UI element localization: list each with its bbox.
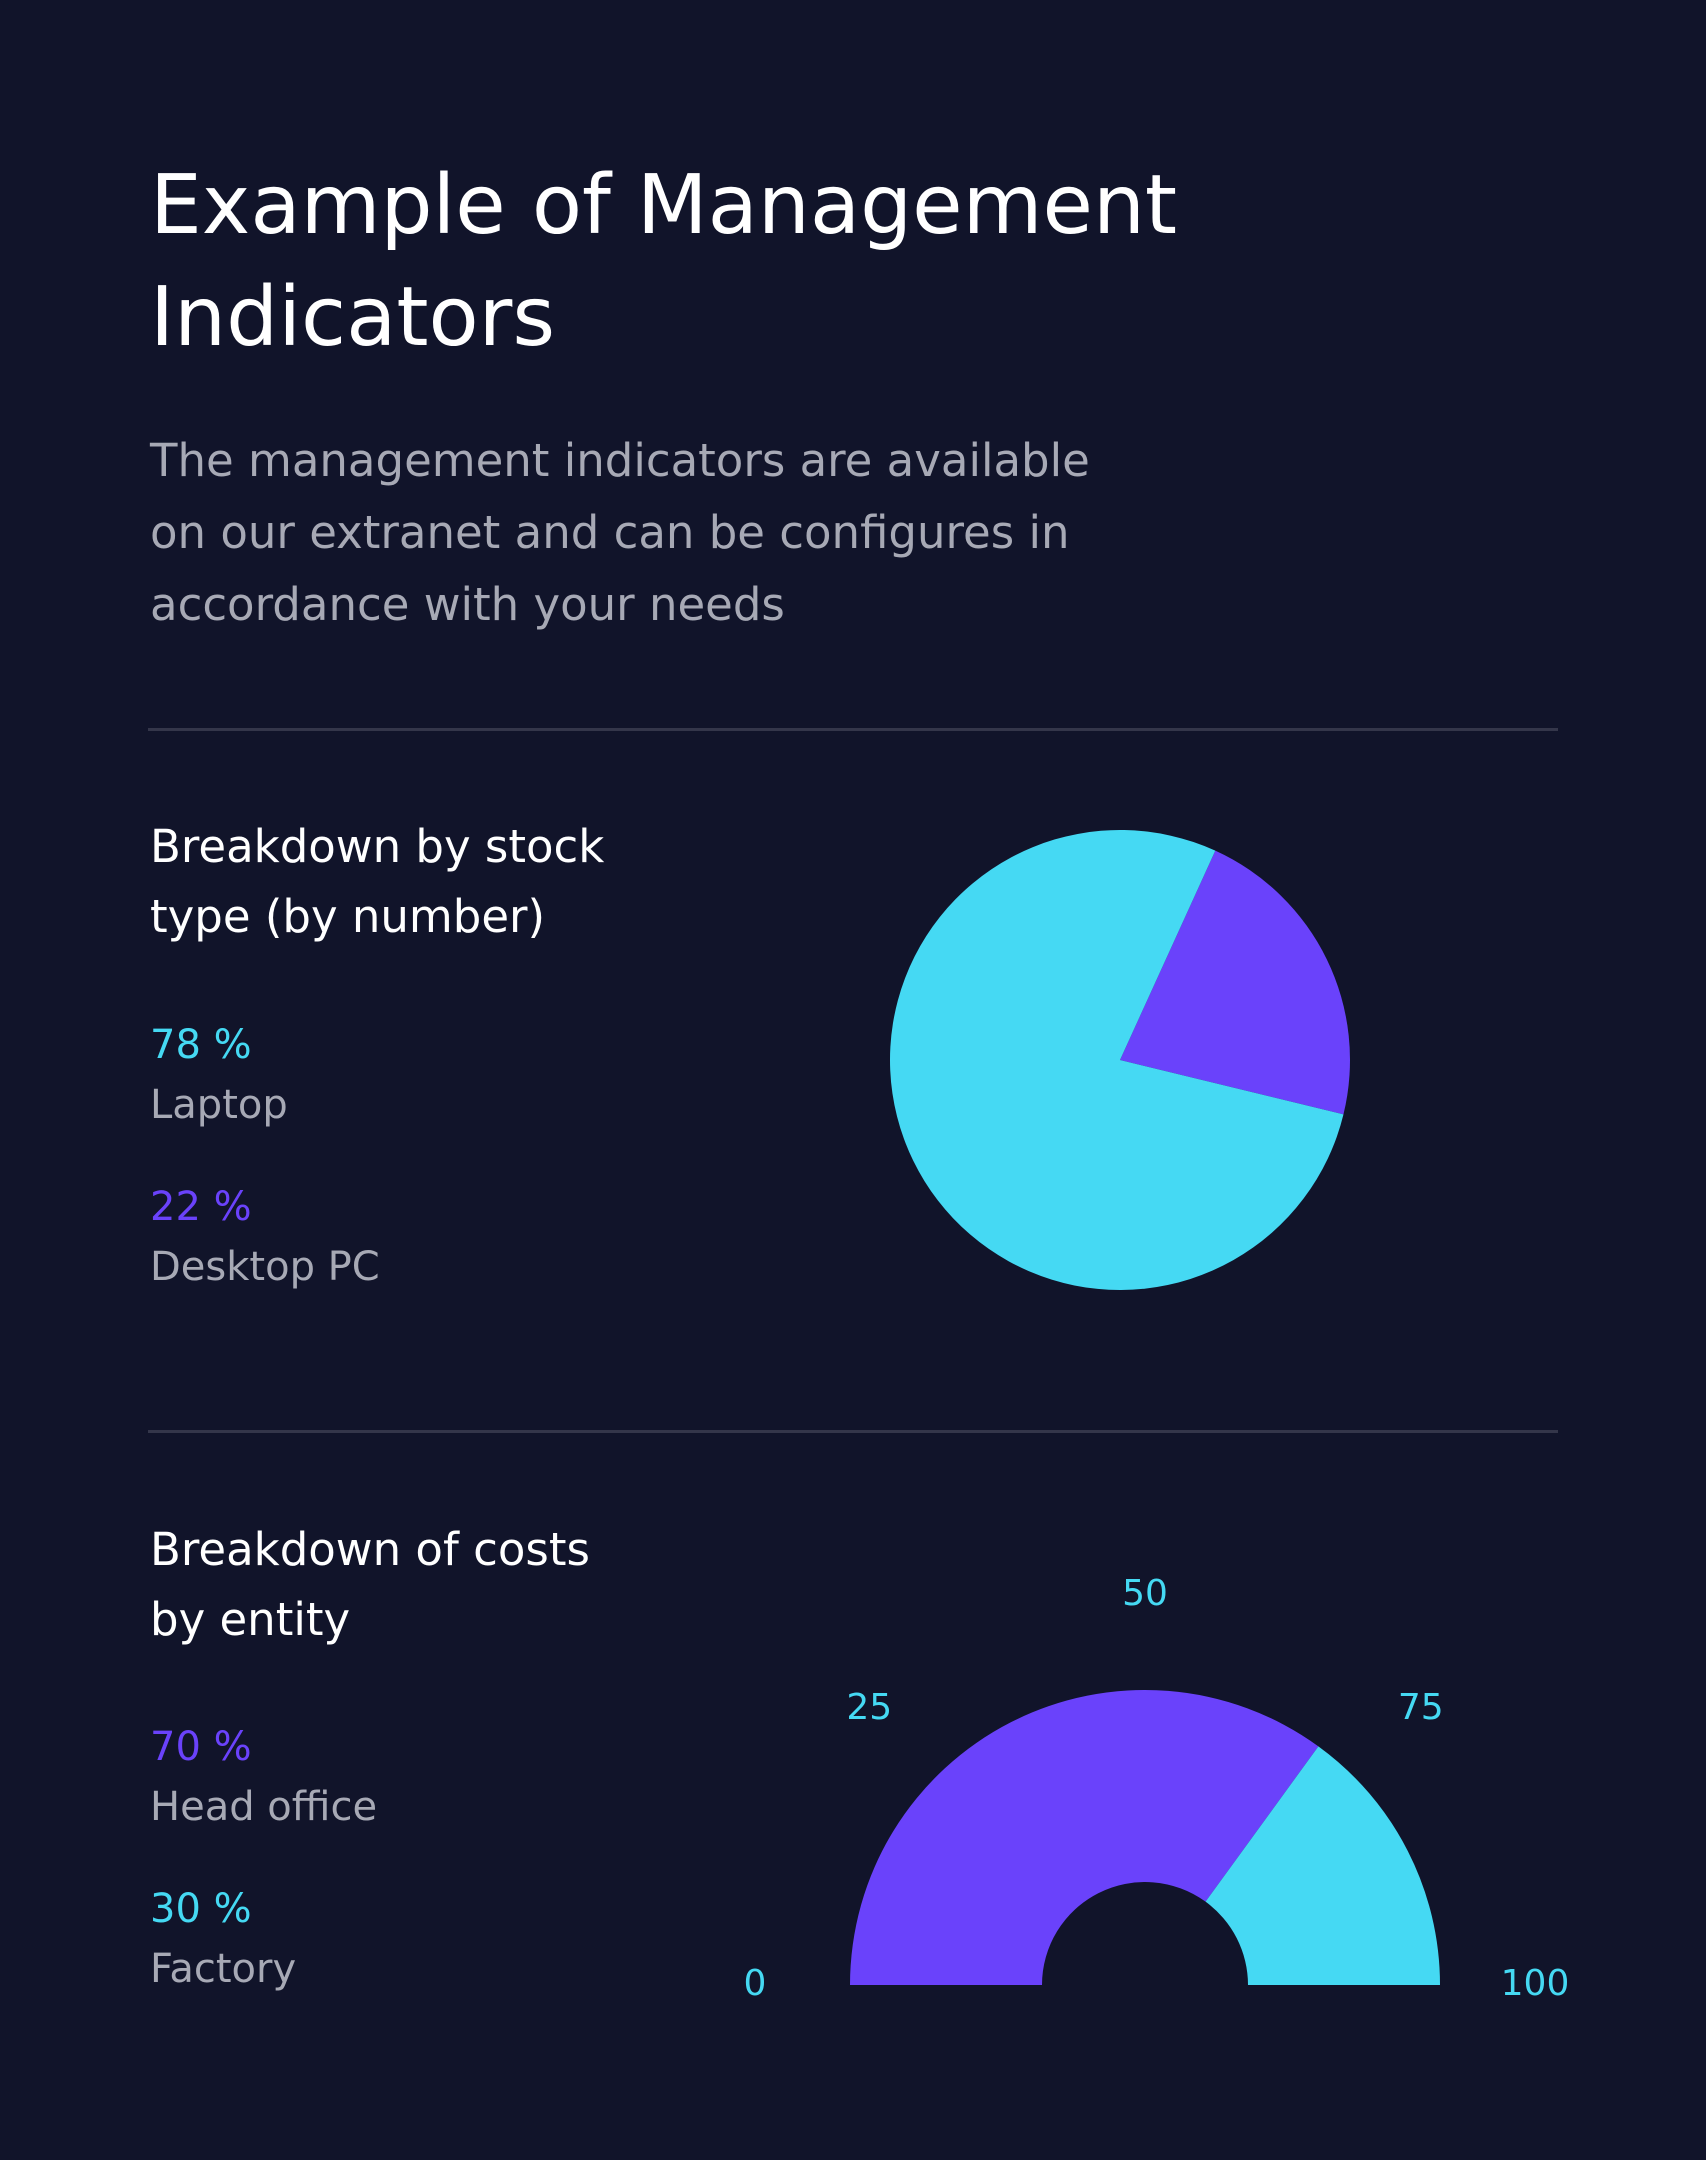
gauge-tick-75: 75 [1398, 1687, 1444, 1728]
pie-slice-laptop [890, 830, 1344, 1290]
gauge-segment-factory [1205, 1746, 1440, 1985]
legend-label-laptop: Laptop [150, 1082, 288, 1128]
gauge-tick-25: 25 [846, 1687, 892, 1728]
legend-label-factory: Factory [150, 1946, 297, 1992]
legend-value-factory: 30 % [150, 1886, 252, 1932]
intro-text: The management indicators are available … [150, 434, 1090, 631]
pie-slice-desktop-pc [1120, 850, 1350, 1115]
divider-middle [148, 1430, 1558, 1433]
legend-value-laptop: 78 % [150, 1022, 252, 1068]
gauge-tick-100: 100 [1501, 1963, 1570, 2004]
gauge-tick-50: 50 [1122, 1573, 1168, 1614]
costs-gauge-chart: 0 25 50 75 100 [744, 1573, 1570, 2004]
legend-label-desktop-pc: Desktop PC [150, 1244, 380, 1290]
page-title: Example of Management Indicators [150, 158, 1178, 365]
gauge-segment-head-office [850, 1690, 1319, 1985]
costs-section-title: Breakdown of costs by entity [150, 1523, 590, 1646]
stock-pie-chart [890, 830, 1350, 1290]
stock-section-title: Breakdown by stock type (by number) [150, 820, 605, 943]
legend-value-desktop-pc: 22 % [150, 1184, 252, 1230]
divider-top [148, 728, 1558, 731]
gauge-tick-0: 0 [744, 1963, 767, 2004]
legend-label-head-office: Head office [150, 1784, 378, 1830]
legend-value-head-office: 70 % [150, 1724, 252, 1770]
